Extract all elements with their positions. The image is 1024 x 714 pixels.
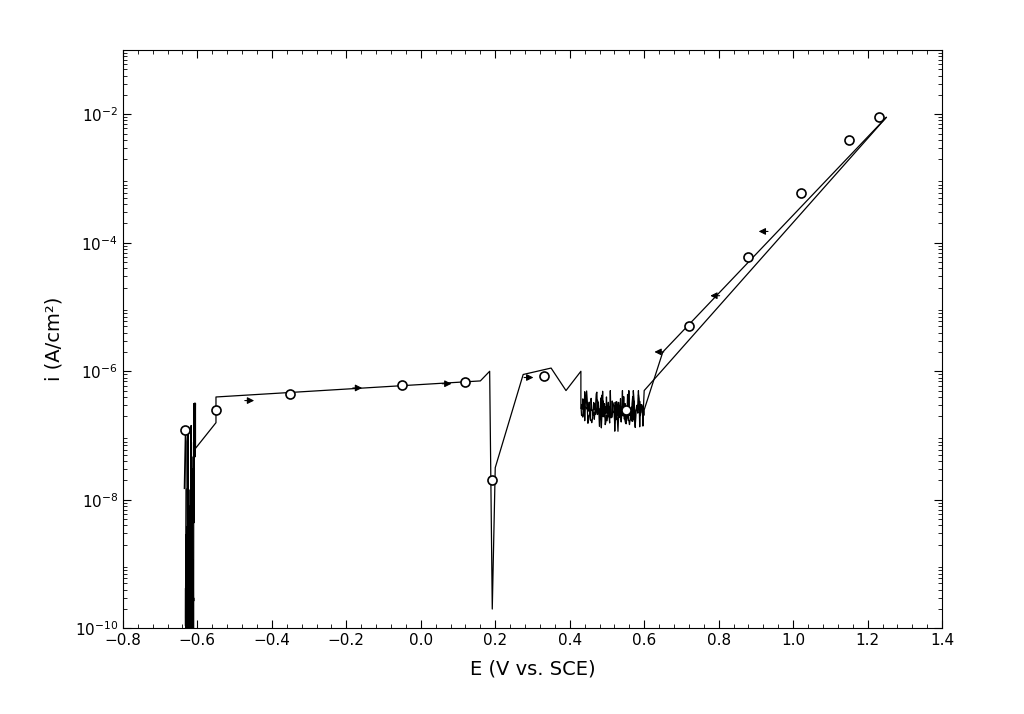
Y-axis label: i (A/cm²): i (A/cm²) <box>44 297 63 381</box>
X-axis label: E (V vs. SCE): E (V vs. SCE) <box>470 659 595 678</box>
